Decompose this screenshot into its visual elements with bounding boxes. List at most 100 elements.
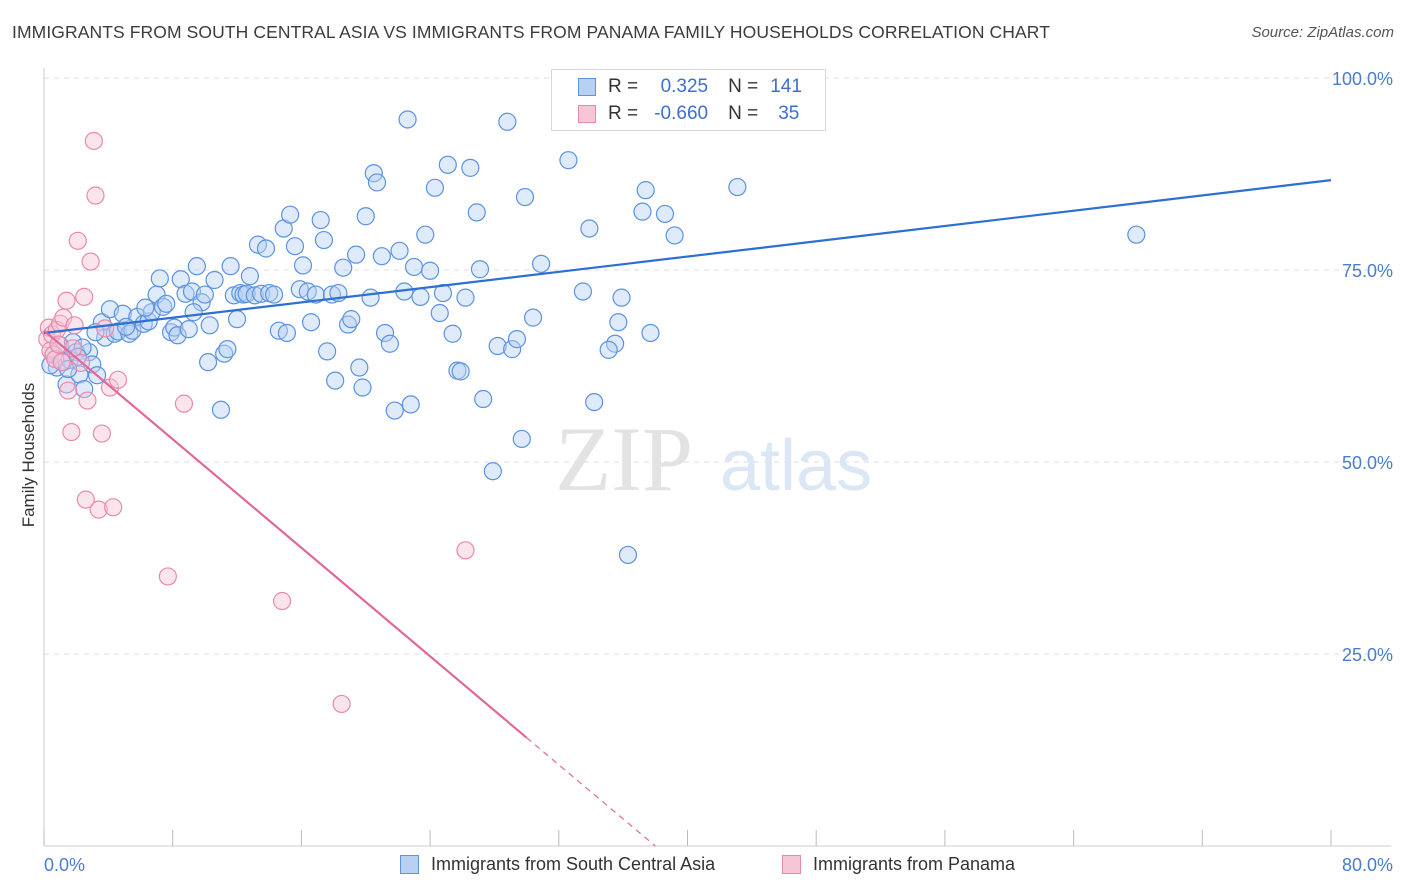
point-south-central-asia (264, 285, 284, 304)
point-south-central-asia (507, 330, 527, 349)
point-south-central-asia (334, 258, 353, 277)
point-south-central-asia (380, 334, 399, 353)
point-south-central-asia (390, 241, 409, 260)
point-south-central-asia (1127, 225, 1146, 244)
point-south-central-asia (150, 269, 169, 288)
legend-n-label: N = (728, 103, 759, 124)
point-panama (52, 353, 71, 372)
point-panama (62, 422, 81, 442)
point-south-central-asia (467, 203, 486, 222)
point-panama (59, 381, 78, 400)
x-tick-label: 80.0% (1342, 855, 1393, 875)
legend-r-label: R = (608, 76, 639, 97)
point-south-central-asia (633, 202, 652, 221)
point-south-central-asia (221, 257, 240, 276)
point-south-central-asia (398, 110, 417, 129)
point-south-central-asia (195, 285, 214, 304)
point-south-central-asia (404, 257, 424, 277)
point-panama (104, 498, 123, 517)
point-panama (92, 424, 112, 443)
bottom-legend-panama: Immigrants from Panama (782, 851, 1015, 877)
point-south-central-asia (311, 210, 330, 230)
point-south-central-asia (306, 285, 325, 304)
point-south-central-asia (200, 316, 219, 335)
point-south-central-asia (612, 288, 631, 307)
point-south-central-asia (346, 245, 366, 264)
point-panama (272, 591, 292, 611)
point-south-central-asia (367, 173, 387, 192)
point-south-central-asia (523, 308, 543, 327)
tick-labels: 25.0% 50.0% 75.0% 100.0% 0.0% 80.0% (44, 69, 1393, 875)
point-south-central-asia (157, 294, 176, 313)
point-south-central-asia (425, 178, 445, 197)
watermark-zip: ZIP (555, 408, 693, 510)
point-south-central-asia (205, 270, 224, 290)
bottom-legend-swatch-pink (782, 854, 801, 874)
legend-row-south-central-asia: R = 0.325 N = 141 (578, 74, 802, 100)
point-south-central-asia (580, 219, 599, 238)
point-south-central-asia (498, 112, 517, 131)
point-panama (108, 370, 128, 389)
point-south-central-asia (281, 205, 300, 224)
point-south-central-asia (187, 257, 206, 276)
point-panama (78, 391, 97, 410)
point-south-central-asia (503, 340, 522, 359)
point-south-central-asia (456, 288, 475, 307)
point-south-central-asia (168, 326, 187, 345)
y-tick-label: 50.0% (1342, 453, 1393, 473)
point-panama (89, 500, 108, 519)
bottom-legend-label: Immigrants from South Central Asia (431, 853, 716, 874)
watermark-atlas: atlas (720, 426, 872, 506)
bottom-legend-south-central-asia: Immigrants from South Central Asia (400, 851, 715, 877)
legend-r-value: 0.325 (660, 76, 709, 97)
point-south-central-asia (401, 395, 420, 414)
point-panama (96, 319, 115, 338)
legend-r-value: -0.660 (654, 103, 709, 124)
point-south-central-asia (559, 151, 578, 170)
point-panama (81, 252, 100, 271)
point-panama (158, 567, 177, 586)
series-panama-points (38, 131, 475, 714)
axes (43, 68, 1391, 847)
point-south-central-asia (301, 313, 321, 332)
correlation-legend: R = 0.325 N = 141 R = -0.660 N = 35 (551, 69, 826, 131)
x-tick-label: 0.0% (44, 855, 85, 875)
point-south-central-asia (461, 158, 480, 177)
bottom-legend-label: Immigrants from Panama (813, 853, 1016, 874)
point-south-central-asia (218, 340, 237, 359)
point-panama (68, 231, 87, 250)
point-south-central-asia (609, 313, 628, 332)
y-tick-label: 25.0% (1342, 645, 1393, 665)
point-south-central-asia (443, 324, 462, 343)
point-south-central-asia (728, 177, 747, 197)
point-south-central-asia (411, 287, 430, 306)
point-south-central-asia (41, 356, 60, 375)
point-panama (57, 291, 76, 310)
point-south-central-asia (618, 545, 638, 565)
point-south-central-asia (350, 358, 369, 377)
point-panama (332, 694, 351, 714)
point-south-central-asia (483, 462, 502, 481)
point-south-central-asia (240, 267, 260, 286)
point-south-central-asia (136, 298, 155, 317)
point-south-central-asia (116, 317, 136, 336)
point-south-central-asia (573, 282, 593, 301)
y-tick-label: 100.0% (1332, 69, 1393, 89)
point-south-central-asia (665, 226, 684, 245)
point-south-central-asia (515, 187, 535, 207)
point-south-central-asia (385, 401, 404, 420)
legend-swatch-pink (578, 105, 596, 123)
trend-line-south-central-asia (43, 179, 1332, 335)
source-label: Source: ZipAtlas.com (1251, 24, 1394, 41)
legend-n-label: N = (728, 76, 759, 97)
point-south-central-asia (372, 247, 391, 266)
point-south-central-asia (416, 225, 435, 244)
watermark: ZIP atlas (555, 408, 872, 510)
point-south-central-asia (585, 392, 604, 412)
point-south-central-asia (318, 342, 337, 361)
point-south-central-asia (245, 286, 264, 305)
point-panama (65, 316, 84, 335)
point-south-central-asia (153, 297, 173, 316)
point-south-central-asia (75, 379, 94, 399)
